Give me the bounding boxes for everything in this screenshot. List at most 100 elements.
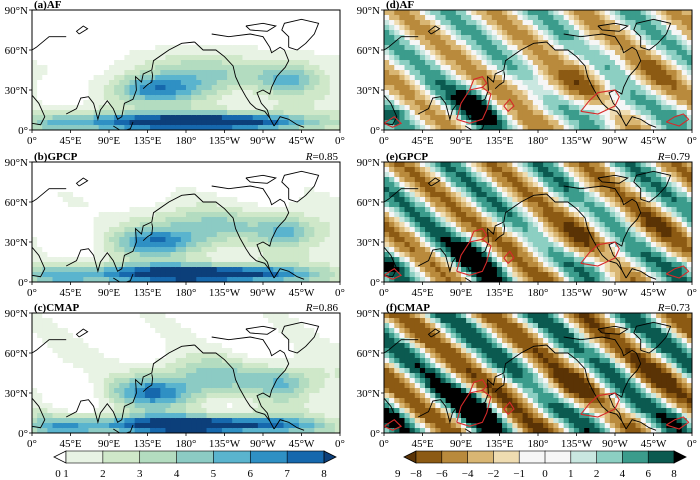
significance-contour xyxy=(469,228,488,243)
y-tick-label: 30°N xyxy=(5,85,28,97)
significance-contour xyxy=(666,416,690,430)
coastline xyxy=(465,424,486,433)
x-tick-label: 135°W xyxy=(561,287,593,299)
coastline xyxy=(75,25,89,35)
x-tick-label: 180° xyxy=(528,135,549,147)
y-tick-label: 90°N xyxy=(5,308,28,320)
colorbar-tick-label: −6 xyxy=(436,468,448,480)
x-tick-label: 180° xyxy=(176,135,197,147)
y-tick-label: 0° xyxy=(18,125,28,137)
significance-contour xyxy=(384,419,403,431)
coastline xyxy=(494,71,506,90)
coastline xyxy=(597,174,629,184)
coastline xyxy=(427,328,441,338)
panel-c: 0° 45°E 90°E 135°E 180° 135°W 90°W 45°W 0°0°30°N… xyxy=(5,302,345,450)
x-tick-label: 0° xyxy=(27,438,37,450)
colorbar-segment xyxy=(102,450,141,464)
colorbar-tick-label: 1 xyxy=(568,468,574,480)
colorbar-segment xyxy=(467,450,495,464)
coastline xyxy=(113,273,134,282)
coastline xyxy=(417,344,547,425)
panel-title: (b)GPCP xyxy=(34,151,78,163)
coastline xyxy=(75,328,89,338)
colorbar-segment xyxy=(570,450,598,464)
y-tick-label: 0° xyxy=(370,277,380,289)
coastline xyxy=(273,116,305,128)
colorbar-segment xyxy=(139,450,178,464)
x-tick-label: 90°W xyxy=(250,135,276,147)
panel-d: 0° 45°E 90°E 135°E 180° 135°W 90°W 45°W 0°0°30°N… xyxy=(357,0,697,147)
field-d xyxy=(384,10,692,130)
x-tick-label: 135°W xyxy=(209,135,241,147)
significance-contour xyxy=(666,265,690,279)
coastline xyxy=(427,177,441,187)
colorbar-segment xyxy=(647,450,675,464)
significance-contour xyxy=(666,113,690,127)
significance-contour xyxy=(503,401,515,416)
significance-contour xyxy=(384,268,403,280)
colorbar-tick-label: −1 xyxy=(513,468,525,480)
x-tick-label: 45°E xyxy=(411,438,433,450)
colorbar-tick-label: 6 xyxy=(645,468,651,480)
x-tick-label: 90°W xyxy=(602,438,628,450)
x-tick-label: 90°W xyxy=(602,287,628,299)
x-tick-label: 180° xyxy=(528,438,549,450)
x-tick-label: 0° xyxy=(335,135,345,147)
coastline xyxy=(113,121,134,130)
coastline xyxy=(633,170,672,203)
x-tick-label: 90°E xyxy=(450,287,472,299)
colorbar-right: −8 −6 −4 −2 −1 0 1 2 4 6 8 xyxy=(403,450,687,480)
field-a xyxy=(32,10,340,130)
x-tick-label: 45°W xyxy=(289,135,315,147)
coastline xyxy=(211,33,290,119)
x-tick-label: 0° xyxy=(687,287,697,299)
x-tick-label: 45°W xyxy=(641,135,667,147)
colorbar-tick-label: 8 xyxy=(321,468,327,480)
panel-title: (d)AF xyxy=(386,0,414,11)
x-tick-label: 0° xyxy=(379,287,389,299)
colorbar-tick-label: 4 xyxy=(174,468,180,480)
x-tick-label: 135°W xyxy=(209,287,241,299)
coastline xyxy=(625,419,657,431)
coastline xyxy=(465,121,486,130)
x-tick-label: 135°E xyxy=(134,287,162,299)
x-tick-label: 90°E xyxy=(98,438,120,450)
coastline xyxy=(75,177,89,187)
colorbar-segment xyxy=(596,450,623,464)
y-tick-label: 30°N xyxy=(5,237,28,249)
y-tick-label: 60°N xyxy=(357,197,380,209)
coastline xyxy=(633,321,672,354)
y-tick-label: 30°N xyxy=(357,388,380,400)
coastline xyxy=(563,185,642,271)
panel-e: 0° 45°E 90°E 135°E 180° 135°W 90°W 45°W 0°0°30°N… xyxy=(357,151,697,299)
x-tick-label: 45°W xyxy=(289,287,315,299)
coastline xyxy=(245,22,277,32)
colorbar-segment xyxy=(493,450,520,464)
x-tick-label: 45°E xyxy=(411,287,433,299)
y-tick-label: 60°N xyxy=(357,348,380,360)
colorbar-tick-label: 2 xyxy=(594,468,600,480)
coastline xyxy=(194,193,275,279)
significance-contour xyxy=(580,392,620,418)
field-c xyxy=(32,313,340,433)
x-tick-label: 0° xyxy=(335,438,345,450)
significance-contour xyxy=(503,250,515,265)
panel-a: 0° 45°E 90°E 135°E 180° 135°W 90°W 45°W 0°0°30°N… xyxy=(5,0,345,147)
colorbar-tick-label: 7 xyxy=(284,468,290,480)
colorbar-tick-label: 8 xyxy=(671,468,677,480)
correlation-label: R=0.85 xyxy=(305,151,339,163)
x-tick-label: 45°E xyxy=(59,287,81,299)
x-tick-label: 45°E xyxy=(411,135,433,147)
field-f xyxy=(384,313,692,433)
coastline xyxy=(245,174,277,184)
significance-contour xyxy=(469,76,488,91)
x-tick-label: 90°W xyxy=(250,287,276,299)
x-tick-label: 0° xyxy=(27,135,37,147)
y-tick-label: 30°N xyxy=(5,388,28,400)
y-tick-label: 90°N xyxy=(5,157,28,169)
coastline xyxy=(633,18,672,51)
colorbar-tick-label: 6 xyxy=(248,468,254,480)
x-tick-label: 90°E xyxy=(98,287,120,299)
coastline xyxy=(281,321,320,354)
significance-contour xyxy=(456,238,492,276)
